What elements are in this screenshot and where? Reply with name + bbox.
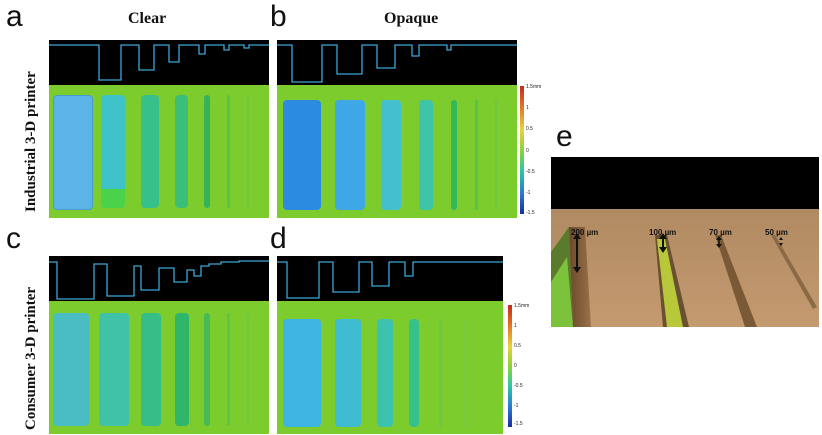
well-b-2 — [335, 100, 365, 210]
colorbar-top — [520, 86, 524, 214]
column-title-clear: Clear — [128, 10, 167, 27]
row-title-industrial: Industrial 3-D printer — [23, 71, 39, 212]
well-b-1 — [283, 100, 321, 210]
profile-strip-b — [277, 40, 517, 85]
well-c-7 — [247, 313, 249, 426]
panel-label-c: c — [6, 222, 21, 255]
colorbar-bottom — [508, 305, 512, 427]
colorbar-top-t1: 1 — [526, 105, 529, 111]
profile-trace-b — [277, 44, 517, 83]
micrograph-e-render — [551, 157, 819, 327]
column-title-opaque: Opaque — [384, 10, 439, 27]
colorbar-bottom-min: -1.5 — [514, 421, 523, 427]
well-b-4 — [419, 100, 433, 210]
panel-label-e: e — [556, 120, 573, 153]
height-map-d — [277, 301, 503, 434]
well-a-1 — [53, 95, 93, 210]
well-c-1 — [53, 313, 89, 426]
well-d-6 — [463, 319, 465, 427]
colorbar-bottom-t4: -0.5 — [514, 383, 523, 389]
well-a-2-fill — [101, 189, 125, 208]
colorbar-top-max: 1.5mm — [526, 84, 542, 90]
well-d-3 — [377, 319, 393, 427]
micrograph-e: 200 µm 100 µm 70 µm 50 µm — [551, 157, 819, 327]
well-c-2 — [99, 313, 129, 426]
well-b-3 — [381, 100, 401, 210]
row-title-consumer: Consumer 3-D printer — [23, 286, 39, 430]
channel-label-50um: 50 µm — [765, 228, 788, 237]
well-a-5 — [204, 95, 210, 208]
well-c-3 — [141, 313, 161, 426]
profile-strip-a — [49, 40, 269, 85]
profile-trace-a — [49, 44, 269, 81]
profile-strip-d — [277, 256, 503, 301]
profile-trace-c — [49, 260, 269, 300]
well-c-6 — [227, 313, 230, 426]
well-a-4 — [175, 95, 188, 208]
height-map-a — [49, 85, 269, 218]
profile-trace-d — [277, 261, 503, 299]
well-d-4 — [409, 319, 419, 427]
panel-label-a: a — [6, 0, 23, 33]
panel-label-b: b — [270, 0, 287, 33]
panel-label-d: d — [270, 222, 287, 255]
channel-label-200um: 200 µm — [571, 228, 599, 237]
colorbar-top-t5: -1 — [526, 190, 531, 196]
height-map-b — [277, 85, 517, 218]
well-c-5 — [204, 313, 210, 426]
colorbar-bottom-max: 1.5mm — [514, 303, 530, 309]
colorbar-top-t2: 0.5 — [526, 126, 533, 132]
height-map-c — [49, 301, 269, 434]
colorbar-bottom-t5: -1 — [514, 403, 519, 409]
colorbar-bottom-t1: 1 — [514, 323, 517, 329]
colorbar-bottom-t2: 0.5 — [514, 343, 521, 349]
well-d-5 — [439, 319, 442, 427]
colorbar-top-t4: -0.5 — [526, 169, 535, 175]
well-b-6 — [475, 100, 478, 210]
well-d-2 — [335, 319, 361, 427]
well-b-5 — [451, 100, 457, 210]
profile-strip-c — [49, 256, 269, 301]
channel-label-70um: 70 µm — [709, 228, 732, 237]
colorbar-bottom-t3: 0 — [514, 363, 517, 369]
channel-label-100um: 100 µm — [649, 228, 677, 237]
well-d-1 — [283, 319, 321, 427]
well-a-6 — [227, 95, 230, 208]
colorbar-top-t3: 0 — [526, 148, 529, 154]
colorbar-top-min: -1.5 — [526, 210, 535, 216]
well-a-3 — [141, 95, 159, 208]
well-b-7 — [495, 100, 497, 210]
well-c-4 — [175, 313, 189, 426]
well-a-7 — [247, 95, 249, 208]
